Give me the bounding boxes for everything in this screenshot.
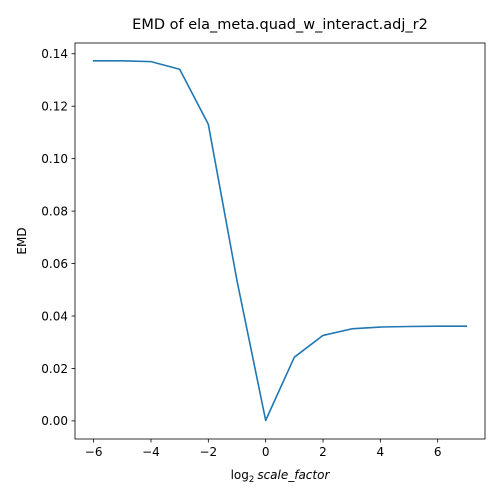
y-tick-label: 0.08 (41, 204, 68, 218)
y-axis-label: EMD (15, 227, 29, 254)
y-tick-label: 0.06 (41, 257, 68, 271)
y-tick-label: 0.10 (41, 152, 68, 166)
y-axis: 0.00 0.02 0.04 0.06 0.08 0.10 0.12 0.14 (41, 47, 75, 428)
x-axis-label: log2 scale_factor (231, 468, 331, 485)
plot-frame (74, 42, 486, 440)
series-line-0 (92, 60, 468, 422)
x-tick-label: −6 (85, 445, 103, 459)
y-tick-label: 0.02 (41, 362, 68, 376)
x-tick-label: −4 (142, 445, 160, 459)
chart-title: EMD of ela_meta.quad_w_interact.adj_r2 (132, 17, 428, 33)
y-tick-label: 0.14 (41, 47, 68, 61)
y-tick-label: 0.04 (41, 309, 68, 323)
x-tick-label: 6 (434, 445, 442, 459)
plot-area (92, 60, 468, 422)
y-tick-label: 0.12 (41, 100, 68, 114)
x-tick-label: −2 (199, 445, 217, 459)
x-axis-label-variable: scale_factor (257, 468, 330, 482)
x-tick-label: 4 (377, 445, 385, 459)
x-axis: −6 −4 −2 0 2 4 6 (85, 439, 442, 459)
x-tick-label: 0 (262, 445, 270, 459)
x-axis-label-log: log (231, 468, 249, 482)
x-tick-label: 2 (319, 445, 327, 459)
y-tick-label: 0.00 (41, 414, 68, 428)
x-axis-label-base: 2 (249, 475, 254, 485)
